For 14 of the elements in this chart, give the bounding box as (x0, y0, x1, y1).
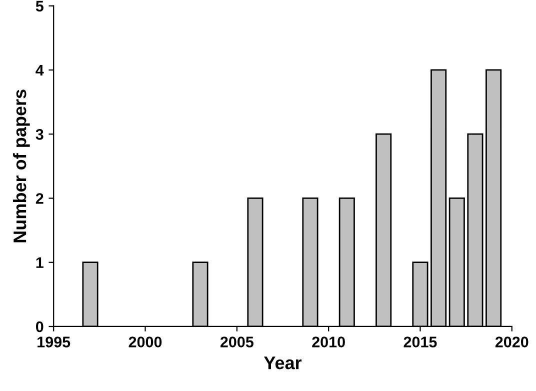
y-tick-label: 2 (36, 193, 44, 204)
x-tick-label: 1995 (38, 336, 70, 348)
x-tick-label: 2000 (128, 336, 162, 348)
x-axis-title: Year (264, 356, 302, 370)
y-tick-label: 3 (36, 128, 44, 140)
y-tick-label: 4 (36, 65, 44, 76)
x-tick-label: 2010 (312, 336, 345, 348)
x-tick-label: 2020 (495, 336, 528, 348)
x-tick-label: 2005 (220, 336, 254, 348)
y-tick-label: 5 (36, 0, 44, 12)
y-axis-title: Number of papers (12, 90, 30, 242)
y-tick-label: 1 (36, 257, 44, 268)
y-tick-label: 0 (36, 321, 44, 332)
x-tick-label: 2015 (404, 336, 437, 348)
